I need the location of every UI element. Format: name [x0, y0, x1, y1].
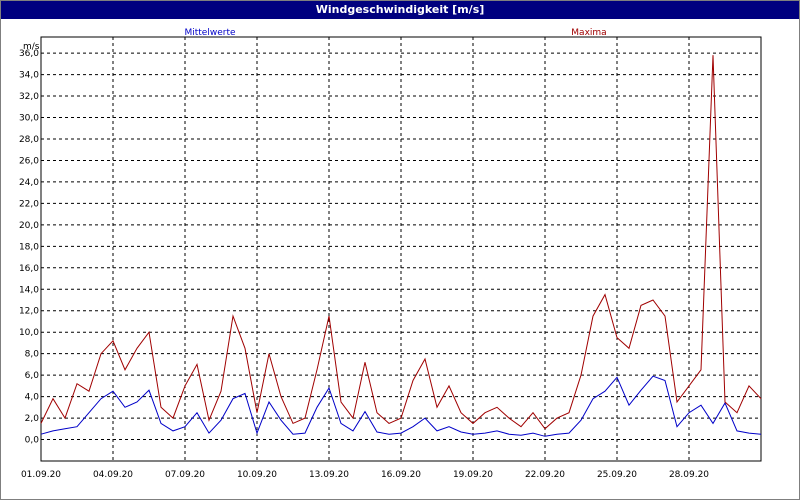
y-tick-label: 8,0 [25, 350, 40, 360]
y-tick-label: 34,0 [19, 71, 39, 81]
y-tick-label: 0,0 [25, 436, 40, 446]
y-tick-label: 26,0 [19, 156, 39, 166]
x-tick-label: 07.09.20 [165, 470, 205, 480]
y-tick-label: 36,0 [19, 49, 39, 59]
y-tick-label: 6,0 [25, 371, 40, 381]
y-tick-label: 16,0 [19, 264, 39, 274]
y-tick-label: 12,0 [19, 307, 39, 317]
x-tick-label: 04.09.20 [93, 470, 133, 480]
y-tick-labels: 0,0 2,0 4,0 6,0 8,0 10,0 12,0 14,0 16,0 18,0 20,0 2… [19, 49, 39, 445]
x-tick-label: 16.09.20 [381, 470, 421, 480]
x-tick-label: 19.09.20 [453, 470, 493, 480]
y-tick-label: 32,0 [19, 92, 39, 102]
x-tick-label: 10.09.20 [237, 470, 277, 480]
y-tick-label: 22,0 [19, 199, 39, 209]
x-tick-label: 25.09.20 [597, 470, 637, 480]
series-layer [40, 55, 762, 437]
x-tick-label: 13.09.20 [309, 470, 349, 480]
y-tick-label: 18,0 [19, 242, 39, 252]
y-tick-label: 28,0 [19, 135, 39, 145]
y-tick-label: 10,0 [19, 328, 39, 338]
x-tick-label: 28.09.20 [669, 470, 709, 480]
y-tick-label: 24,0 [19, 178, 39, 188]
x-tick-label: 01.09.20 [21, 470, 61, 480]
y-tick-label: 2,0 [25, 414, 40, 424]
legend-mean: Mittelwerte [184, 28, 235, 38]
y-gridlines [41, 52, 761, 441]
legend-max: Maxima [571, 28, 606, 38]
x-tick-labels: 01.09.20 04.09.20 07.09.20 10.09.20 13.09.20… [21, 470, 709, 480]
series-line-maxima [40, 55, 762, 430]
window-title: Windgeschwindigkeit [m/s] [1, 1, 799, 19]
x-gridlines [112, 37, 690, 461]
x-tick-label: 22.09.20 [525, 470, 565, 480]
y-axis-label: m/s [23, 42, 40, 52]
wind-speed-chart: 0,0 2,0 4,0 6,0 8,0 10,0 12,0 14,0 16,0 18,0 20,0 2… [19, 28, 762, 480]
y-tick-label: 4,0 [25, 393, 40, 403]
y-tick-label: 20,0 [19, 221, 39, 231]
series-line-mittelwerte [40, 375, 762, 437]
y-tick-label: 30,0 [19, 114, 39, 124]
y-tick-label: 14,0 [19, 285, 39, 295]
